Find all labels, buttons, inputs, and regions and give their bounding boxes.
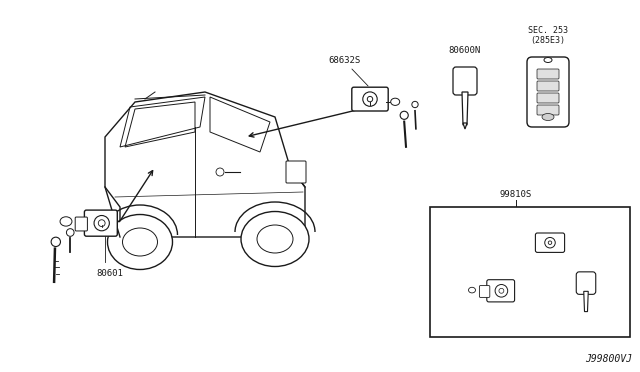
FancyBboxPatch shape bbox=[527, 57, 569, 127]
Text: 80600N: 80600N bbox=[449, 46, 481, 55]
Ellipse shape bbox=[60, 217, 72, 226]
Ellipse shape bbox=[400, 111, 408, 119]
Ellipse shape bbox=[257, 225, 293, 253]
Text: 80601: 80601 bbox=[97, 269, 124, 278]
Text: J99800VJ: J99800VJ bbox=[585, 354, 632, 364]
FancyBboxPatch shape bbox=[286, 161, 306, 183]
Ellipse shape bbox=[495, 285, 508, 297]
Ellipse shape bbox=[367, 96, 372, 102]
Ellipse shape bbox=[122, 228, 157, 256]
Ellipse shape bbox=[542, 113, 554, 121]
FancyBboxPatch shape bbox=[536, 233, 564, 252]
Text: SEC. 253
(285E3): SEC. 253 (285E3) bbox=[528, 26, 568, 45]
Ellipse shape bbox=[241, 212, 309, 266]
FancyBboxPatch shape bbox=[76, 217, 88, 231]
Polygon shape bbox=[462, 92, 468, 125]
FancyBboxPatch shape bbox=[537, 93, 559, 103]
FancyBboxPatch shape bbox=[537, 81, 559, 91]
Ellipse shape bbox=[544, 58, 552, 62]
Ellipse shape bbox=[99, 220, 105, 227]
Text: 68632S: 68632S bbox=[329, 56, 361, 65]
FancyBboxPatch shape bbox=[537, 105, 559, 115]
Ellipse shape bbox=[67, 229, 74, 236]
Polygon shape bbox=[463, 123, 467, 129]
Bar bbox=[430, 207, 630, 337]
FancyBboxPatch shape bbox=[453, 67, 477, 95]
Ellipse shape bbox=[94, 215, 109, 231]
Ellipse shape bbox=[499, 288, 504, 293]
FancyBboxPatch shape bbox=[479, 286, 490, 297]
Ellipse shape bbox=[216, 168, 224, 176]
Ellipse shape bbox=[363, 92, 377, 106]
FancyBboxPatch shape bbox=[537, 69, 559, 79]
Ellipse shape bbox=[51, 237, 60, 247]
Polygon shape bbox=[584, 291, 588, 312]
Text: 99810S: 99810S bbox=[500, 190, 532, 199]
FancyBboxPatch shape bbox=[352, 87, 388, 111]
FancyBboxPatch shape bbox=[84, 210, 117, 236]
Ellipse shape bbox=[412, 101, 418, 108]
FancyBboxPatch shape bbox=[487, 280, 515, 302]
Ellipse shape bbox=[548, 241, 552, 244]
Ellipse shape bbox=[390, 98, 400, 105]
Ellipse shape bbox=[545, 237, 556, 248]
Ellipse shape bbox=[468, 287, 476, 293]
FancyBboxPatch shape bbox=[576, 272, 596, 294]
Ellipse shape bbox=[108, 215, 173, 269]
